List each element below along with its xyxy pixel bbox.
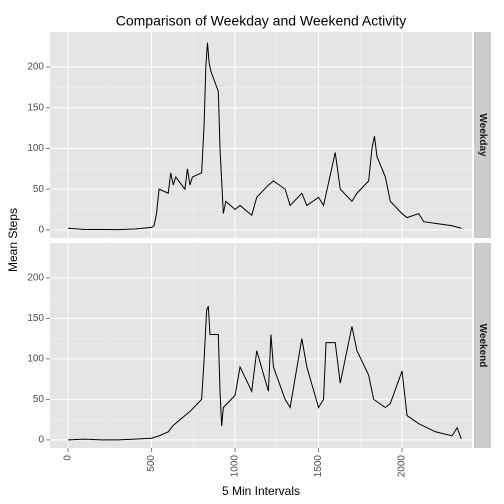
y-tick-label: 0 — [38, 224, 44, 235]
y-tick-label: 100 — [27, 354, 44, 365]
y-axis-label: Mean Steps — [6, 208, 20, 272]
y-tick-label: 0 — [38, 435, 44, 446]
x-axis-label: 5 Min Intervals — [222, 484, 300, 498]
facet-strip — [474, 243, 491, 448]
x-tick-label: 1000 — [230, 455, 241, 478]
x-tick-label: 0 — [63, 455, 74, 461]
y-tick-label: 150 — [27, 102, 44, 113]
line — [68, 42, 462, 231]
y-tick-label: 50 — [33, 184, 45, 195]
line — [68, 306, 462, 441]
panel-background — [50, 32, 472, 238]
facet-strip — [474, 32, 491, 238]
facet-label: Weekday — [477, 113, 488, 157]
x-tick-label: 500 — [146, 455, 157, 472]
y-tick-label: 150 — [27, 313, 44, 324]
x-tick-label: 1500 — [313, 455, 324, 478]
x-tick-label: 2000 — [397, 455, 408, 478]
facet-label: Weekend — [477, 324, 488, 368]
y-tick-label: 100 — [27, 143, 44, 154]
y-tick-label: 50 — [33, 394, 45, 405]
y-tick-label: 200 — [27, 62, 44, 73]
y-tick-label: 200 — [27, 272, 44, 283]
chart-title: Comparison of Weekday and Weekend Activi… — [116, 13, 407, 29]
